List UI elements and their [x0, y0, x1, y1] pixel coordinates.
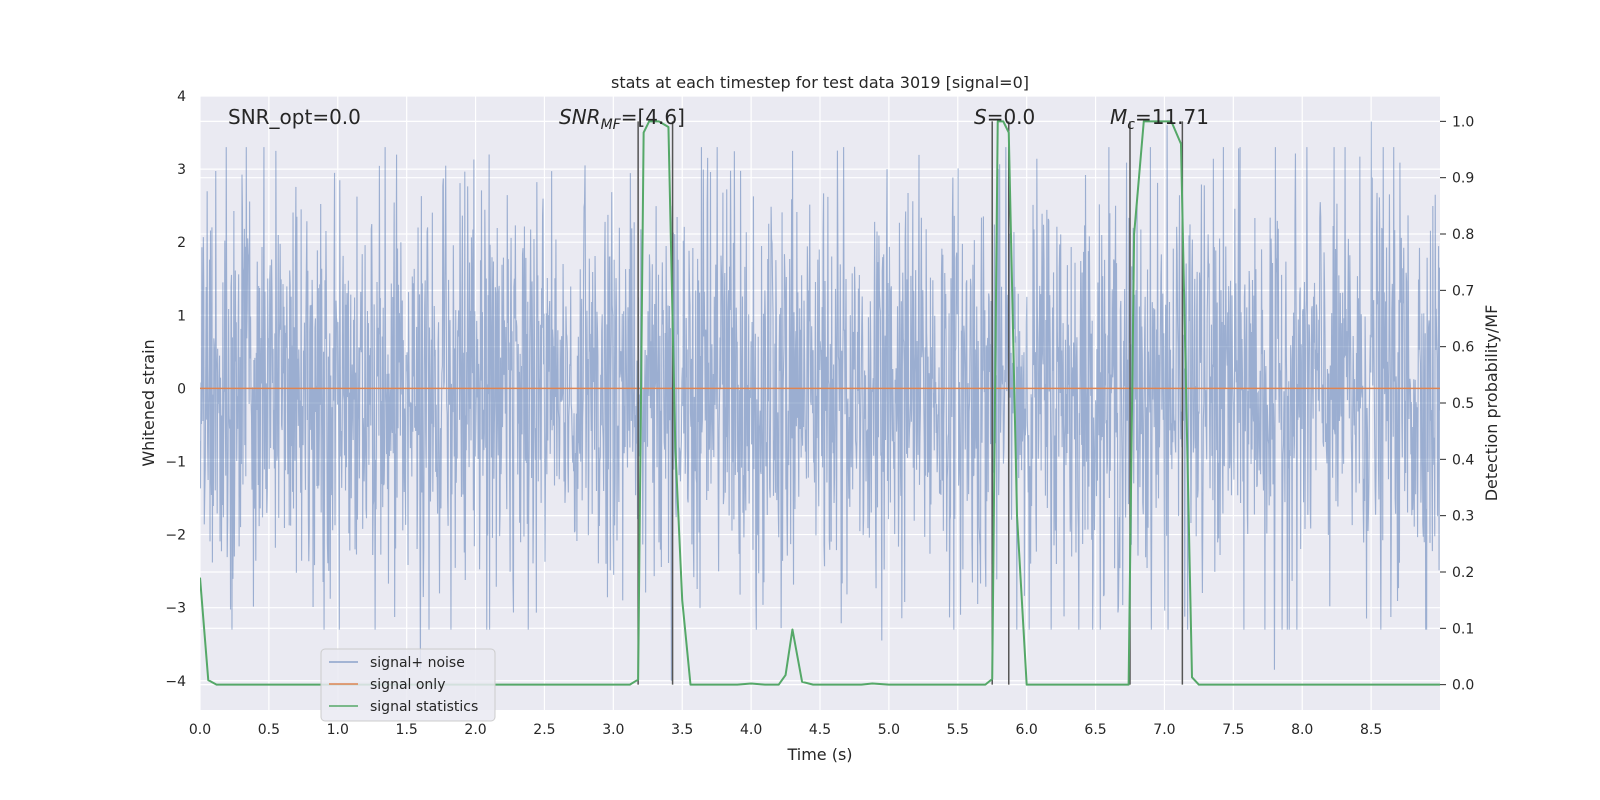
y-right-tick-label: 0.4	[1452, 452, 1474, 468]
legend: signal+ noise signal only signal statist…	[320, 648, 496, 722]
y-right-tick-label: 0.8	[1452, 227, 1474, 243]
y-right-tick-label: 0.9	[1452, 171, 1474, 187]
y-tick-label: 3	[177, 162, 186, 178]
x-tick-label: 0.5	[258, 722, 280, 738]
ticks: 0.0 0.5 1.0 1.5 2.0 2.5 3.0 3.5 4.0 4.5 5.0 5.5 6.0 6…	[165, 89, 1474, 738]
annotation-mc-subscript: c	[1127, 117, 1135, 133]
annotation-snr-mf-symbol: SNR	[559, 105, 601, 129]
annotation-mc-symbol: M	[1110, 105, 1127, 129]
x-tick-label: 4.0	[740, 722, 762, 738]
y-right-tick-label: 0.5	[1452, 396, 1474, 412]
y-right-tick-label: 0.7	[1452, 283, 1474, 299]
annotation-snr-mf-subscript: MF	[601, 117, 622, 133]
annotation-mc-value: =11.71	[1135, 105, 1209, 129]
y-right-tick-label: 0.1	[1452, 621, 1474, 637]
x-tick-label: 8.5	[1360, 722, 1382, 738]
legend-label-statistics: signal statistics	[370, 699, 478, 715]
x-tick-label: 5.0	[878, 722, 900, 738]
x-tick-label: 7.5	[1222, 722, 1244, 738]
annotation-snr-opt: SNR_opt=0.0	[228, 105, 361, 129]
noise-series	[200, 121, 1440, 681]
y-right-tick-label: 0.6	[1452, 340, 1474, 356]
y-tick-label: 1	[177, 308, 186, 324]
x-tick-label: 6.5	[1084, 722, 1106, 738]
y-tick-label: −1	[165, 454, 186, 470]
x-tick-label: 5.5	[947, 722, 969, 738]
noise-line	[200, 121, 1440, 681]
y-axis-right-label: Detection probability/MF	[1482, 305, 1501, 502]
legend-box	[320, 648, 496, 722]
y-tick-label: −4	[165, 674, 186, 690]
y-right-tick-label: 0.0	[1452, 678, 1474, 694]
x-tick-label: 2.5	[533, 722, 555, 738]
statistics-line	[200, 120, 1440, 686]
x-tick-label: 3.5	[671, 722, 693, 738]
annotation-snr-mf-value: =[4.6]	[621, 105, 685, 129]
annotation-snr-mf: SNRMF=[4.6]	[559, 105, 685, 133]
annotation-s: S=0.0	[974, 105, 1035, 129]
y-tick-label: 4	[177, 89, 186, 105]
x-tick-label: 7.0	[1153, 722, 1175, 738]
annotation-s-symbol: S	[974, 105, 987, 129]
y-right-tick-label: 0.2	[1452, 565, 1474, 581]
y-tick-label: −2	[165, 528, 186, 544]
y-right-tick-label: 1.0	[1452, 114, 1474, 130]
x-axis-label: Time (s)	[786, 745, 852, 764]
x-tick-label: 8.0	[1291, 722, 1313, 738]
x-tick-label: 0.0	[189, 722, 211, 738]
x-tick-label: 1.0	[327, 722, 349, 738]
statistics-series	[200, 120, 1440, 686]
y-tick-label: −3	[165, 601, 186, 617]
legend-label-noise: signal+ noise	[370, 655, 465, 671]
y-tick-label: 0	[177, 381, 186, 397]
x-tick-label: 2.0	[464, 722, 486, 738]
y-axis-label: Whitened strain	[139, 339, 158, 466]
x-tick-label: 1.5	[396, 722, 418, 738]
x-tick-label: 6.0	[1016, 722, 1038, 738]
annotation-s-value: =0.0	[987, 105, 1036, 129]
annotation-mc: Mc=11.71	[1110, 105, 1209, 133]
legend-label-signal: signal only	[370, 677, 445, 693]
x-tick-label: 4.5	[809, 722, 831, 738]
y-tick-label: 2	[177, 235, 186, 251]
chart-title: stats at each timestep for test data 301…	[611, 73, 1029, 92]
x-tick-label: 3.0	[602, 722, 624, 738]
y-right-tick-label: 0.3	[1452, 509, 1474, 525]
